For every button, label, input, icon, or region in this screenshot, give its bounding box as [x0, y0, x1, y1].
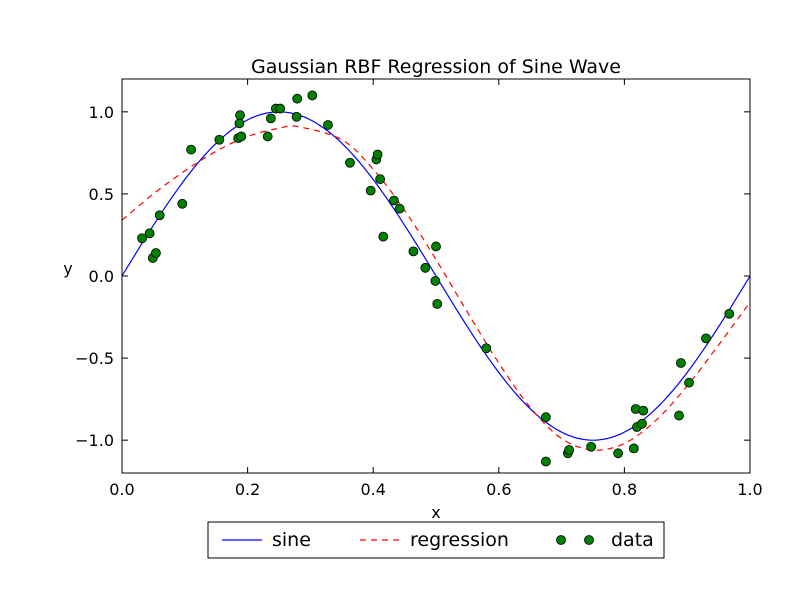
data-point [234, 118, 245, 129]
y-tick-label: −0.5 [75, 349, 114, 368]
data-point [724, 308, 735, 319]
data-point [265, 113, 276, 124]
legend-data-marker [556, 535, 566, 545]
x-ticks: 0.0 0.2 0.4 0.6 0.8 1.0 [109, 79, 763, 499]
data-point [186, 144, 196, 155]
data-point [365, 185, 376, 196]
data-point [292, 93, 303, 104]
data-point [275, 103, 286, 114]
data-point [674, 410, 684, 421]
data-point [408, 246, 419, 257]
data-point [684, 377, 694, 388]
data-point [307, 90, 318, 101]
y-tick-label: −1.0 [75, 431, 114, 450]
sine-line [121, 111, 751, 441]
legend-regression-label: regression [410, 529, 509, 551]
y-tick-label: 0.0 [89, 267, 114, 286]
data-point [214, 134, 225, 145]
y-axis-label: y [63, 259, 72, 278]
y-ticks: −1.0 −0.5 0.0 0.5 1.0 [75, 103, 750, 450]
legend-data-marker [584, 535, 594, 545]
legend: sine regression data [207, 521, 665, 559]
regression-line [121, 125, 751, 451]
data-point [564, 445, 575, 455]
data-point [345, 157, 355, 168]
data-point [586, 441, 597, 452]
data-point [236, 131, 247, 142]
x-tick-label: 1.0 [737, 480, 762, 499]
data-point [154, 210, 165, 221]
data-point [389, 195, 399, 206]
x-tick-label: 0.0 [109, 480, 134, 499]
data-point [432, 299, 443, 309]
data-point [541, 456, 551, 467]
legend-sine-label: sine [272, 529, 311, 551]
data-point [323, 120, 333, 130]
data-point [628, 443, 639, 454]
data-point [637, 418, 647, 429]
x-tick-label: 0.6 [486, 480, 511, 499]
data-point [430, 276, 441, 286]
x-axis-label: x [431, 503, 440, 522]
chart-title: Gaussian RBF Regression of Sine Wave [251, 56, 621, 78]
data-point [431, 241, 441, 252]
data-point [420, 262, 431, 273]
plot-area [121, 90, 751, 467]
data-point [638, 405, 649, 416]
data-point [235, 110, 245, 121]
data-point [394, 203, 405, 214]
data-point [676, 358, 686, 368]
data-point [262, 131, 273, 142]
data-point [151, 248, 161, 258]
x-tick-label: 0.2 [235, 480, 260, 499]
x-tick-label: 0.4 [360, 480, 385, 499]
data-point [541, 412, 551, 423]
y-tick-label: 0.5 [89, 185, 114, 204]
data-point [144, 228, 155, 239]
x-tick-label: 0.8 [612, 480, 637, 499]
legend-data-label: data [611, 529, 654, 551]
data-point [701, 333, 711, 344]
data-point [372, 149, 383, 160]
y-tick-label: 1.0 [89, 103, 114, 122]
data-point [177, 198, 188, 209]
data-point [137, 233, 147, 244]
data-point [291, 111, 302, 122]
data-point [613, 448, 624, 459]
data-point [378, 231, 389, 242]
plot-frame [121, 78, 751, 474]
data-point [375, 174, 386, 185]
data-point [481, 343, 492, 354]
